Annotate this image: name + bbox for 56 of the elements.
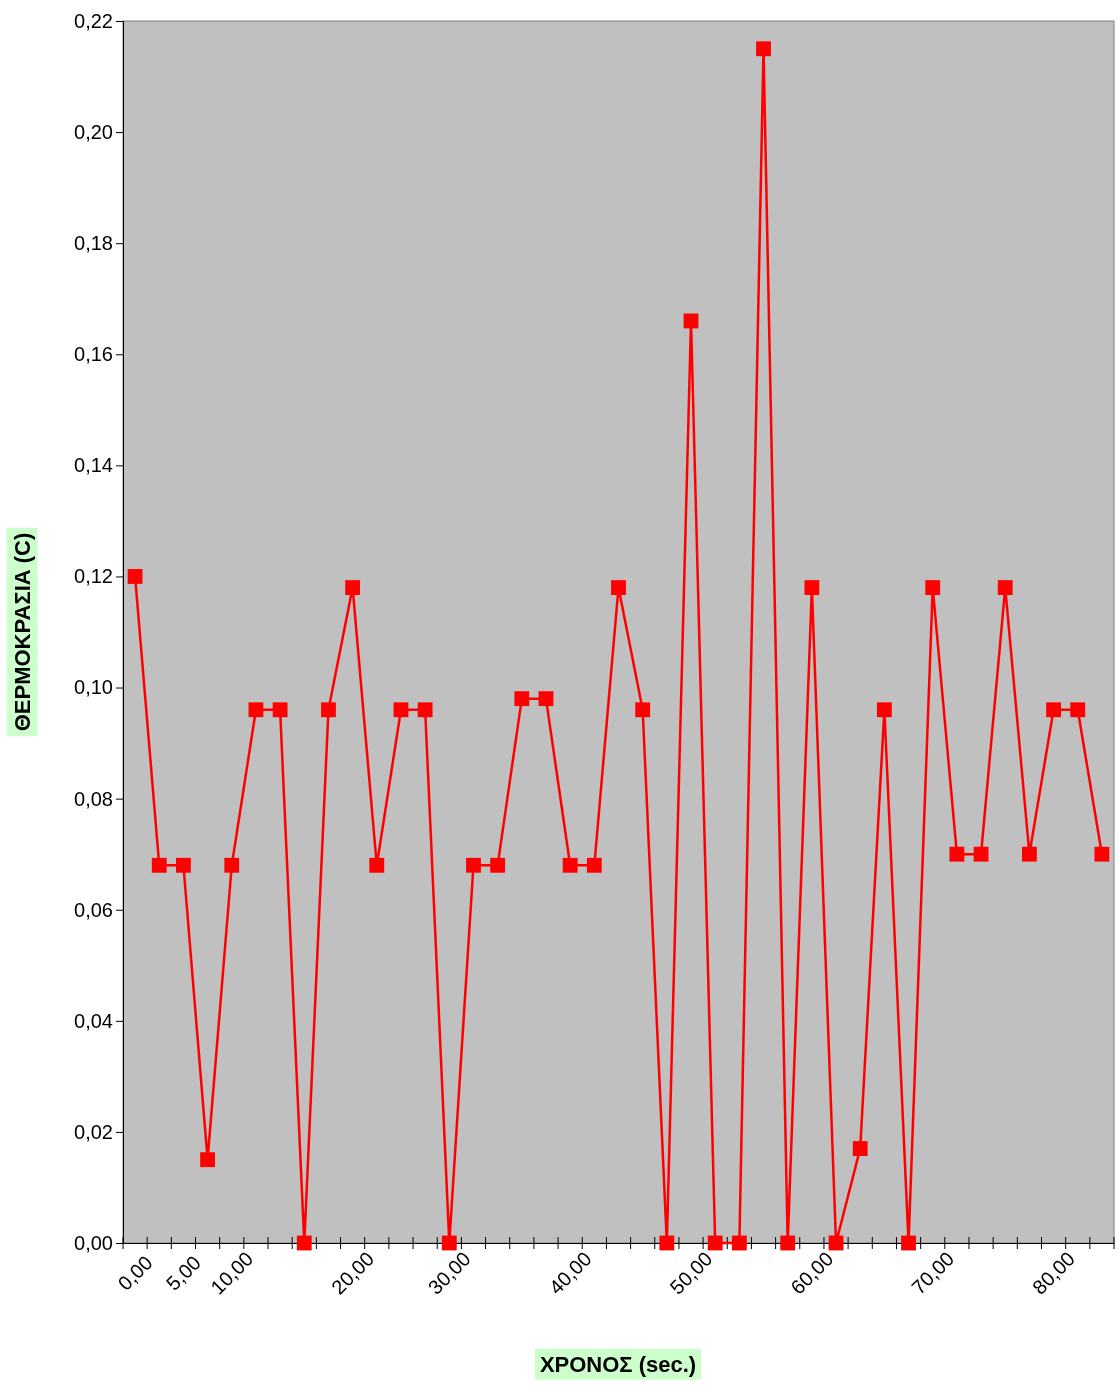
- point: [804, 580, 820, 595]
- point: [949, 846, 965, 862]
- point: [151, 857, 167, 873]
- y-tick-label: 0,02: [74, 1120, 113, 1143]
- y-tick-label: 0,20: [74, 120, 113, 143]
- point: [272, 702, 288, 718]
- point: [417, 702, 433, 718]
- y-tick-label: 0,22: [74, 9, 113, 32]
- point: [538, 691, 554, 707]
- y-tick-label: 0,00: [74, 1231, 113, 1254]
- point: [466, 857, 481, 873]
- y-tick-label: 0,12: [74, 565, 113, 588]
- x-tick-label: 5,00: [161, 1251, 205, 1295]
- point: [176, 857, 191, 873]
- point: [611, 580, 626, 595]
- point: [586, 857, 602, 873]
- point: [997, 580, 1013, 595]
- point: [490, 857, 506, 873]
- point: [441, 1235, 457, 1251]
- x-tick-label: 0,00: [113, 1251, 157, 1295]
- point: [659, 1235, 675, 1251]
- point: [393, 702, 409, 718]
- y-tick-label: 0,16: [74, 343, 113, 366]
- point: [1094, 846, 1110, 862]
- point: [369, 857, 385, 873]
- point: [635, 702, 651, 718]
- point: [973, 846, 989, 862]
- point: [321, 702, 336, 718]
- point: [296, 1235, 312, 1251]
- point: [1046, 702, 1061, 718]
- y-tick-label: 0,10: [74, 676, 113, 699]
- y-axis-title: ΘΕΡΜΟΚΡΑΣΙΑ (C): [9, 532, 35, 732]
- point: [925, 580, 941, 595]
- point: [127, 569, 143, 584]
- point: [562, 857, 578, 873]
- point: [731, 1235, 747, 1251]
- y-tick-label: 0,14: [74, 454, 113, 477]
- x-axis-title: ΧΡΟΝΟΣ (sec.): [539, 1351, 697, 1377]
- point: [780, 1235, 796, 1251]
- point: [224, 857, 240, 873]
- point: [1021, 846, 1037, 862]
- point: [514, 691, 530, 707]
- point: [1070, 702, 1086, 718]
- point: [756, 41, 771, 57]
- point: [248, 702, 264, 718]
- point: [200, 1152, 216, 1168]
- y-tick-label: 0,04: [74, 1009, 113, 1032]
- point: [345, 580, 361, 595]
- point: [707, 1235, 723, 1251]
- point: [852, 1141, 868, 1156]
- point: [901, 1235, 916, 1251]
- y-tick-label: 0,18: [74, 232, 113, 255]
- y-tick-label: 0,08: [74, 787, 113, 810]
- point: [876, 702, 892, 718]
- y-tick-label: 0,06: [74, 898, 113, 921]
- point: [828, 1235, 844, 1251]
